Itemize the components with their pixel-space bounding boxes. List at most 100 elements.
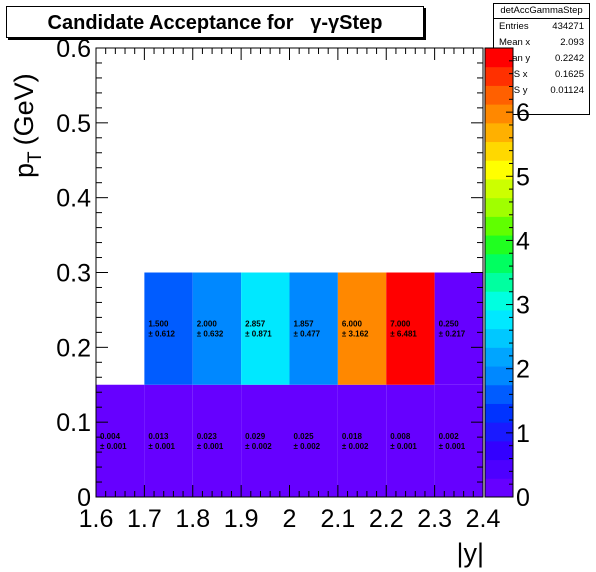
cell-value-label: 0.004	[100, 432, 121, 441]
cell-value-label: 1.500	[148, 320, 169, 329]
stats-row: RMS x 0.1625	[494, 67, 589, 83]
x-tick-label: 2.3	[417, 505, 452, 533]
cell-error-label: ± 0.001	[197, 442, 224, 451]
x-tick-label: 2.2	[369, 505, 404, 533]
palette-swatch	[485, 141, 513, 161]
cell-error-label: ± 0.001	[390, 442, 417, 451]
palette-swatch	[485, 253, 513, 273]
y-axis-label: pT (GeV)	[9, 73, 46, 178]
heatmap-cell	[289, 384, 338, 497]
svg-text:pT(GeV): pT (GeV)	[9, 73, 46, 178]
palette-swatch	[485, 366, 513, 386]
cell-value-label: 0.023	[197, 432, 218, 441]
cell-error-label: ± 0.477	[294, 330, 321, 339]
palette-swatch	[485, 291, 513, 311]
heatmap-cell	[434, 384, 483, 497]
cell-error-label: ± 0.001	[148, 442, 175, 451]
heatmap-cell	[96, 384, 145, 497]
cell-value-label: 0.008	[390, 432, 411, 441]
z-tick-label: 1	[516, 420, 530, 448]
cell-value-label: 0.025	[294, 432, 315, 441]
palette-swatch	[485, 328, 513, 348]
heatmap-cell	[144, 384, 193, 497]
y-tick-label: 0.2	[56, 334, 91, 362]
palette-swatch	[485, 235, 513, 255]
palette-swatch	[485, 178, 513, 199]
stats-value: 0.1625	[554, 69, 584, 80]
stats-value: 434271	[552, 21, 584, 32]
z-tick-label: 3	[516, 292, 530, 320]
stats-label: RMS y	[499, 85, 528, 96]
stats-value: 0.01124	[550, 85, 584, 96]
palette-swatch	[485, 459, 513, 479]
x-tick-label: 1.8	[175, 505, 210, 533]
palette-swatch	[485, 122, 513, 143]
palette-swatch	[485, 216, 513, 236]
cell-value-label: 2.857	[245, 320, 266, 329]
cell-value-label: 0.250	[439, 320, 460, 329]
heatmap-cell	[192, 272, 242, 385]
cell-error-label: ± 0.217	[439, 330, 466, 339]
cell-value-label: 7.000	[390, 320, 411, 329]
palette-swatch	[485, 384, 513, 404]
palette-swatch	[485, 347, 513, 367]
stats-row: Entries 434271	[494, 19, 589, 35]
cell-value-label: 1.857	[294, 320, 315, 329]
stats-value: 2.093	[560, 37, 584, 48]
y-axis-label-sub: T	[25, 151, 46, 163]
plot-frame	[95, 47, 484, 498]
heatmap-cell	[386, 272, 435, 385]
palette-swatch	[485, 197, 513, 217]
stats-value: 0.2242	[554, 53, 584, 64]
x-tick-label: 2.1	[320, 505, 355, 533]
stats-row: Mean y 0.2242	[494, 51, 589, 67]
cell-value-label: 0.002	[439, 432, 460, 441]
heatmap-cell	[241, 384, 290, 497]
heatmap-cell	[386, 384, 435, 497]
palette-swatch	[485, 422, 513, 442]
stats-histogram-name: detAccGammaStep	[494, 4, 589, 19]
x-tick-label: 2.4	[466, 505, 501, 533]
heatmap-cell	[241, 272, 290, 385]
stats-label: RMS x	[499, 69, 528, 80]
z-tick-label: 5	[516, 163, 530, 191]
z-tick-label: 2	[516, 356, 530, 384]
palette-swatch	[485, 160, 513, 180]
plot-title: Candidate Acceptance for γ-γStep	[6, 6, 424, 38]
cell-error-label: ± 0.002	[342, 442, 369, 451]
cell-error-label: ± 0.001	[439, 442, 466, 451]
cell-value-label: 0.018	[342, 432, 363, 441]
palette-frame	[484, 47, 514, 498]
cells-layer	[96, 272, 483, 497]
stats-row: RMS y 0.01124	[494, 83, 589, 99]
y-tick-label: 0.4	[56, 185, 91, 213]
stats-label: Mean y	[499, 53, 531, 64]
cell-error-label: ± 0.002	[245, 442, 272, 451]
stats-row: Mean x 2.093	[494, 35, 589, 51]
heatmap-cell	[144, 272, 193, 385]
palette-swatch	[485, 403, 513, 423]
cell-error-label: ± 6.481	[390, 330, 417, 339]
cell-error-label: ± 0.001	[100, 442, 127, 451]
x-tick-label: 1.6	[79, 505, 114, 533]
stats-box: detAccGammaStep Entries 434271 Mean x 2.09…	[493, 3, 590, 115]
x-tick-label: 1.9	[224, 505, 259, 533]
z-tick-label: 4	[516, 227, 530, 255]
y-axis-label-unit: (GeV)	[9, 73, 39, 145]
cell-value-label: 0.029	[245, 432, 266, 441]
heatmap-cell	[289, 272, 338, 385]
cell-error-label: ± 0.612	[148, 330, 175, 339]
y-tick-label: 0	[77, 484, 91, 512]
heatmap-cell	[434, 272, 483, 385]
z-tick-label: 0	[516, 484, 530, 512]
palette-swatch	[485, 272, 513, 292]
y-tick-label: 0.3	[56, 260, 91, 288]
y-axis-label-main: p	[9, 163, 39, 178]
cell-value-label: 6.000	[342, 320, 363, 329]
heatmap-cell	[337, 272, 387, 385]
cell-error-label: ± 0.632	[197, 330, 224, 339]
cell-error-label: ± 0.002	[294, 442, 321, 451]
